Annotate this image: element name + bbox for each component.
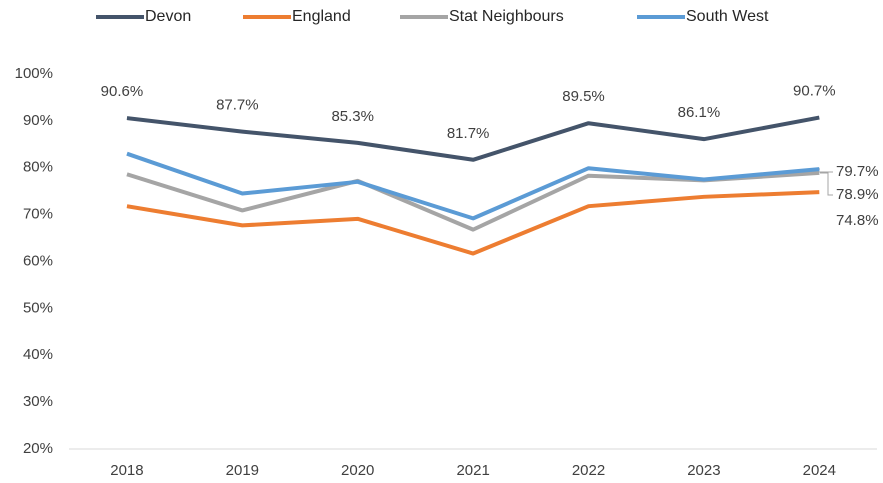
data-label: 90.6% (101, 83, 144, 100)
series-line (126, 190, 820, 256)
leader-line (820, 172, 833, 196)
x-tick-label: 2024 (803, 462, 836, 479)
data-label: 78.9% (836, 186, 879, 203)
data-label: 74.8% (836, 212, 879, 229)
y-tick-label: 80% (23, 159, 53, 176)
data-label: 87.7% (216, 97, 259, 114)
legend-label: South West (686, 8, 769, 25)
y-tick-label: 60% (23, 252, 53, 269)
y-tick-label: 50% (23, 299, 53, 316)
legend-label: Devon (145, 8, 191, 25)
y-tick-label: 100% (15, 65, 53, 82)
data-label: 90.7% (793, 83, 836, 100)
data-label: 79.7% (836, 163, 879, 180)
y-tick-label: 90% (23, 112, 53, 129)
data-label: 81.7% (447, 125, 490, 142)
x-tick-label: 2023 (687, 462, 720, 479)
legend-label: Stat Neighbours (449, 8, 564, 25)
y-tick-label: 70% (23, 206, 53, 223)
legend-label: England (292, 8, 351, 25)
y-tick-label: 40% (23, 346, 53, 363)
series-line (126, 170, 820, 232)
x-tick-label: 2019 (226, 462, 259, 479)
y-tick-label: 20% (23, 440, 53, 457)
series-line (126, 115, 820, 162)
y-tick-label: 30% (23, 393, 53, 410)
data-label: 89.5% (562, 88, 605, 105)
x-tick-label: 2018 (110, 462, 143, 479)
data-label: 85.3% (331, 108, 374, 125)
x-tick-label: 2020 (341, 462, 374, 479)
data-label: 86.1% (678, 104, 721, 121)
x-tick-label: 2021 (456, 462, 489, 479)
series-line (126, 151, 820, 221)
x-tick-label: 2022 (572, 462, 605, 479)
